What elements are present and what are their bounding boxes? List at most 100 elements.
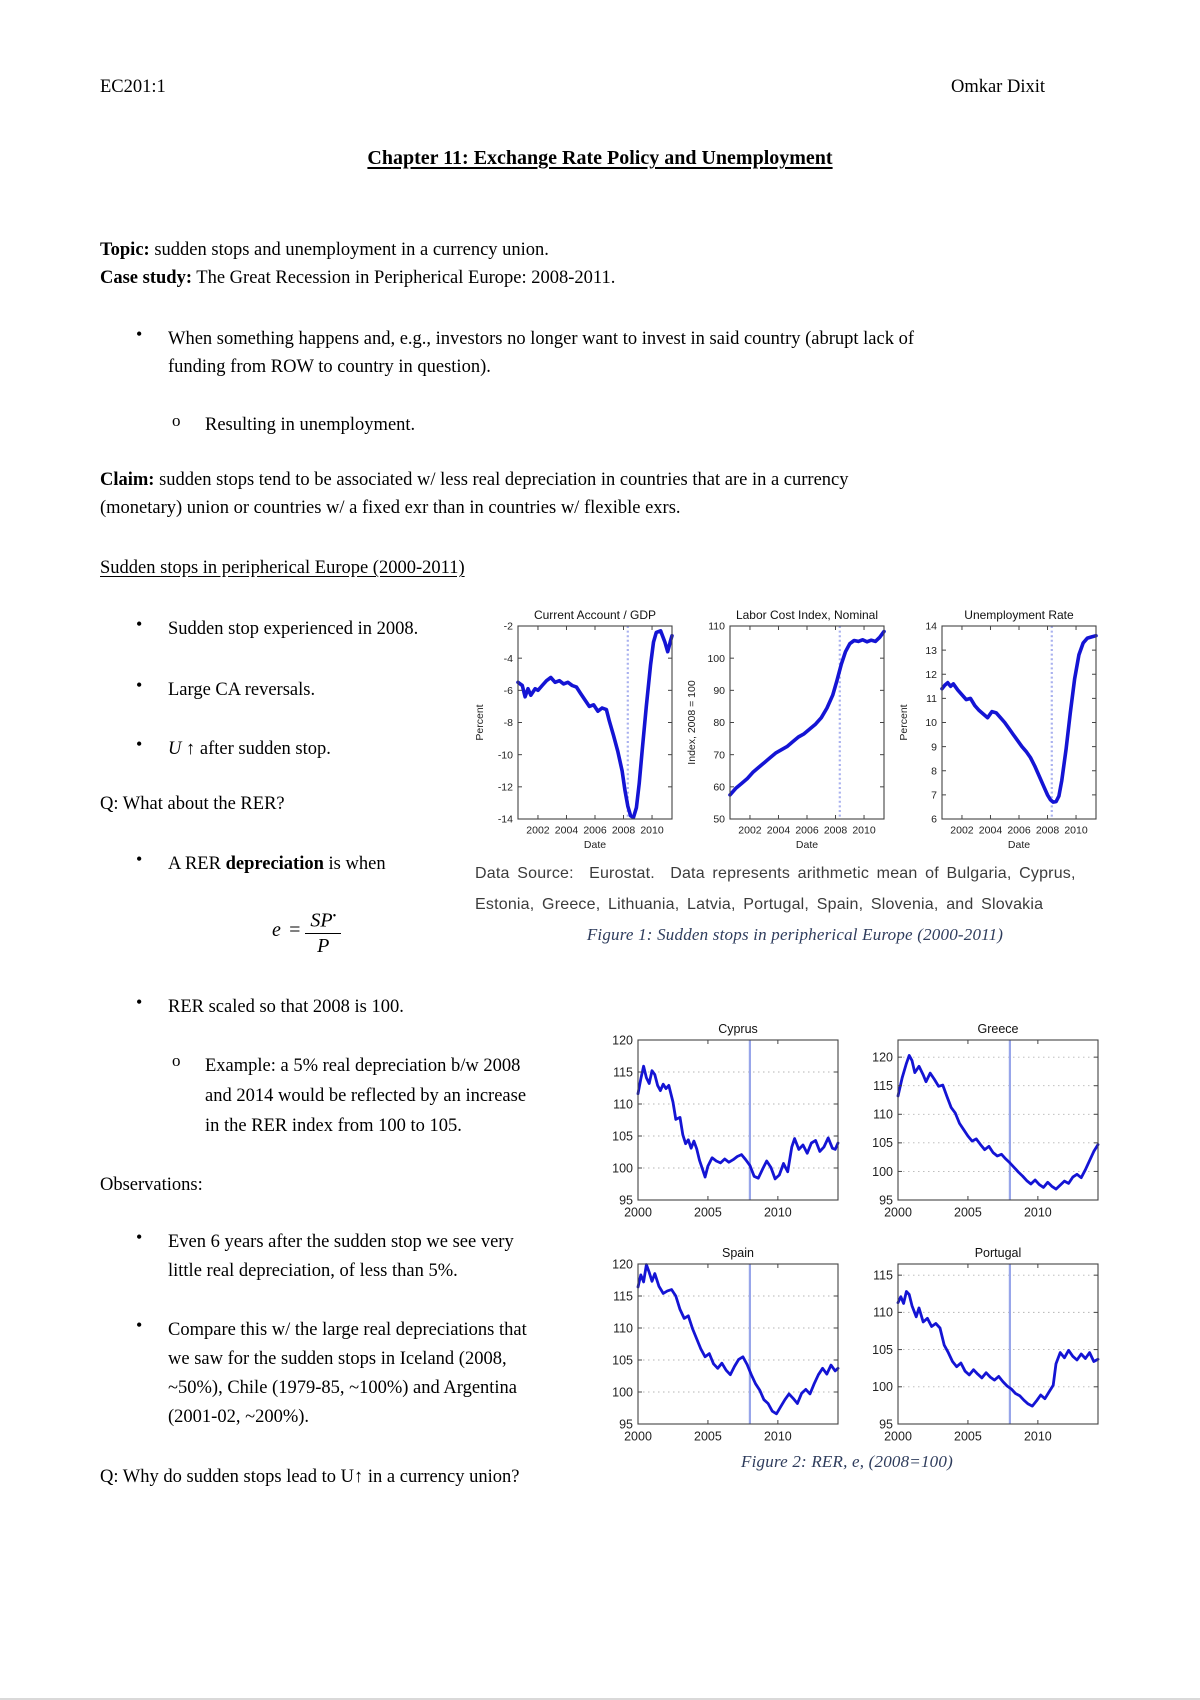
bullet-compare-depreciations: Compare this w/ the large real depreciat…	[168, 1320, 527, 1427]
topic-line: Topic: sudden stops and unemployment in …	[100, 236, 549, 264]
svg-text:13: 13	[925, 645, 937, 657]
svg-text:90: 90	[713, 685, 725, 697]
svg-text:Index, 2008 = 100: Index, 2008 = 100	[686, 680, 698, 765]
bullet-sudden-stop-description: When something happens and, e.g., invest…	[168, 329, 914, 377]
course-code: EC201:1	[100, 77, 166, 97]
svg-text:120: 120	[612, 1257, 633, 1271]
rer-formula: e = SP• P	[272, 906, 342, 957]
svg-text:110: 110	[613, 1097, 633, 1111]
svg-text:60: 60	[713, 782, 725, 794]
svg-text:2008: 2008	[612, 825, 636, 837]
svg-text:2010: 2010	[1024, 1430, 1052, 1444]
svg-text:2004: 2004	[767, 825, 791, 837]
svg-text:2004: 2004	[555, 825, 579, 837]
svg-text:-14: -14	[498, 814, 513, 826]
case-study-text: The Great Recession in Peripherical Euro…	[192, 268, 616, 288]
bullet-rer-scaled: RER scaled so that 2008 is 100.	[168, 997, 404, 1017]
svg-text:2005: 2005	[694, 1206, 722, 1220]
chart-labor-cost-index: 50 60 70 80 90 100 110 2002 2004 2006 2008 2010 Labo…	[684, 606, 890, 853]
svg-text:Percent: Percent	[474, 704, 486, 740]
svg-text:Date: Date	[1008, 839, 1030, 851]
svg-text:10: 10	[925, 717, 937, 729]
bullet-icon: •	[136, 1227, 143, 1247]
chart-rer-greece: 95 100 105 110 115 120 2000 2005 2010 Greece	[848, 1014, 1106, 1236]
sub-bullet-unemployment: Resulting in unemployment.	[205, 415, 416, 435]
svg-text:Percent: Percent	[898, 704, 910, 740]
bullet-icon: •	[136, 675, 143, 695]
claim-label: Claim:	[100, 470, 155, 490]
formula-numerator: SP•	[305, 906, 342, 934]
svg-text:12: 12	[925, 669, 937, 681]
bullet-rer-depreciation: A RER depreciation is when	[168, 850, 386, 878]
svg-text:70: 70	[713, 749, 725, 761]
svg-text:Date: Date	[796, 839, 818, 851]
svg-text:2002: 2002	[526, 825, 550, 837]
svg-text:-10: -10	[498, 749, 513, 761]
chapter-title: Chapter 11: Exchange Rate Policy and Une…	[367, 147, 833, 169]
svg-text:-4: -4	[504, 653, 513, 665]
bullet-icon: •	[136, 1315, 143, 1335]
svg-text:95: 95	[879, 1193, 893, 1207]
rer-bullet-post: is when	[323, 854, 386, 874]
svg-text:14: 14	[925, 621, 937, 633]
svg-text:Spain: Spain	[722, 1246, 754, 1260]
rer-bullet-pre: A RER	[168, 854, 226, 874]
formula-equals: =	[287, 918, 302, 941]
sub-bullet-icon: o	[172, 1051, 181, 1070]
svg-text:115: 115	[613, 1289, 633, 1303]
svg-text:110: 110	[613, 1321, 633, 1335]
svg-text:110: 110	[873, 1306, 893, 1320]
svg-text:-6: -6	[504, 685, 513, 697]
bullet-icon: •	[136, 992, 143, 1012]
svg-text:8: 8	[931, 765, 937, 777]
svg-text:100: 100	[872, 1165, 893, 1179]
svg-text:2010: 2010	[764, 1206, 792, 1220]
svg-text:2005: 2005	[694, 1430, 722, 1444]
chart-rer-cyprus: 95 100 105 110 115 120 2000 2005 2010 Cyprus	[588, 1014, 846, 1236]
bullet-ca-reversals: Large CA reversals.	[168, 680, 316, 700]
svg-text:Date: Date	[584, 839, 606, 851]
svg-text:95: 95	[619, 1193, 633, 1207]
svg-text:2006: 2006	[1007, 825, 1031, 837]
svg-text:11: 11	[926, 693, 937, 705]
u-symbol: U	[168, 739, 182, 759]
svg-text:115: 115	[873, 1079, 893, 1093]
svg-text:2000: 2000	[884, 1430, 912, 1444]
svg-text:115: 115	[613, 1065, 633, 1079]
svg-text:80: 80	[713, 717, 725, 729]
svg-text:Cyprus: Cyprus	[718, 1022, 758, 1036]
svg-text:2010: 2010	[1024, 1206, 1052, 1220]
svg-text:115: 115	[873, 1269, 893, 1283]
svg-text:105: 105	[612, 1353, 633, 1367]
svg-text:120: 120	[612, 1033, 633, 1047]
formula-numerator-sp: SP	[310, 909, 333, 932]
sub-bullet-example: Example: a 5% real depreciation b/w 2008…	[205, 1056, 527, 1136]
question-rer: Q: What about the RER?	[100, 794, 285, 814]
svg-text:7: 7	[931, 790, 937, 802]
svg-text:2002: 2002	[950, 825, 974, 837]
chart-rer-spain: 95 100 105 110 115 120 2000 2005 2010 Spain	[588, 1238, 846, 1460]
formula-lhs: e	[272, 918, 281, 941]
claim-text: sudden stops tend to be associated w/ le…	[100, 470, 849, 518]
figure2-caption: Figure 2: RER, e, (2008=100)	[741, 1452, 953, 1471]
svg-text:2010: 2010	[640, 825, 664, 837]
bullet-icon: •	[136, 734, 143, 754]
chart-current-account-gdp: -2 -4 -6 -8 -10 -12 -14 2002 2004 2006 2008 2010 Cur…	[472, 606, 678, 853]
figure2-panels: 95 100 105 110 115 120 2000 2005 2010 Cyprus 95 10…	[588, 1014, 1106, 1460]
svg-text:120: 120	[872, 1051, 893, 1065]
svg-text:Unemployment Rate: Unemployment Rate	[964, 608, 1074, 622]
svg-text:50: 50	[713, 814, 725, 826]
question-why-unemployment: Q: Why do sudden stops lead to U↑ in a c…	[100, 1467, 520, 1487]
svg-text:100: 100	[707, 653, 725, 665]
svg-text:105: 105	[872, 1136, 893, 1150]
author-name: Omkar Dixit	[950, 77, 1045, 97]
figure1-panels: -2 -4 -6 -8 -10 -12 -14 2002 2004 2006 2008 2010 Cur…	[472, 606, 1102, 853]
chart-rer-portugal: 95 100 105 110 115 2000 2005 2010 Portugal	[848, 1238, 1106, 1460]
svg-text:105: 105	[612, 1129, 633, 1143]
bullet-icon: •	[136, 849, 143, 869]
svg-text:105: 105	[872, 1343, 893, 1357]
svg-text:110: 110	[708, 621, 725, 633]
formula-fraction: SP• P	[305, 906, 342, 957]
svg-text:2004: 2004	[979, 825, 1003, 837]
